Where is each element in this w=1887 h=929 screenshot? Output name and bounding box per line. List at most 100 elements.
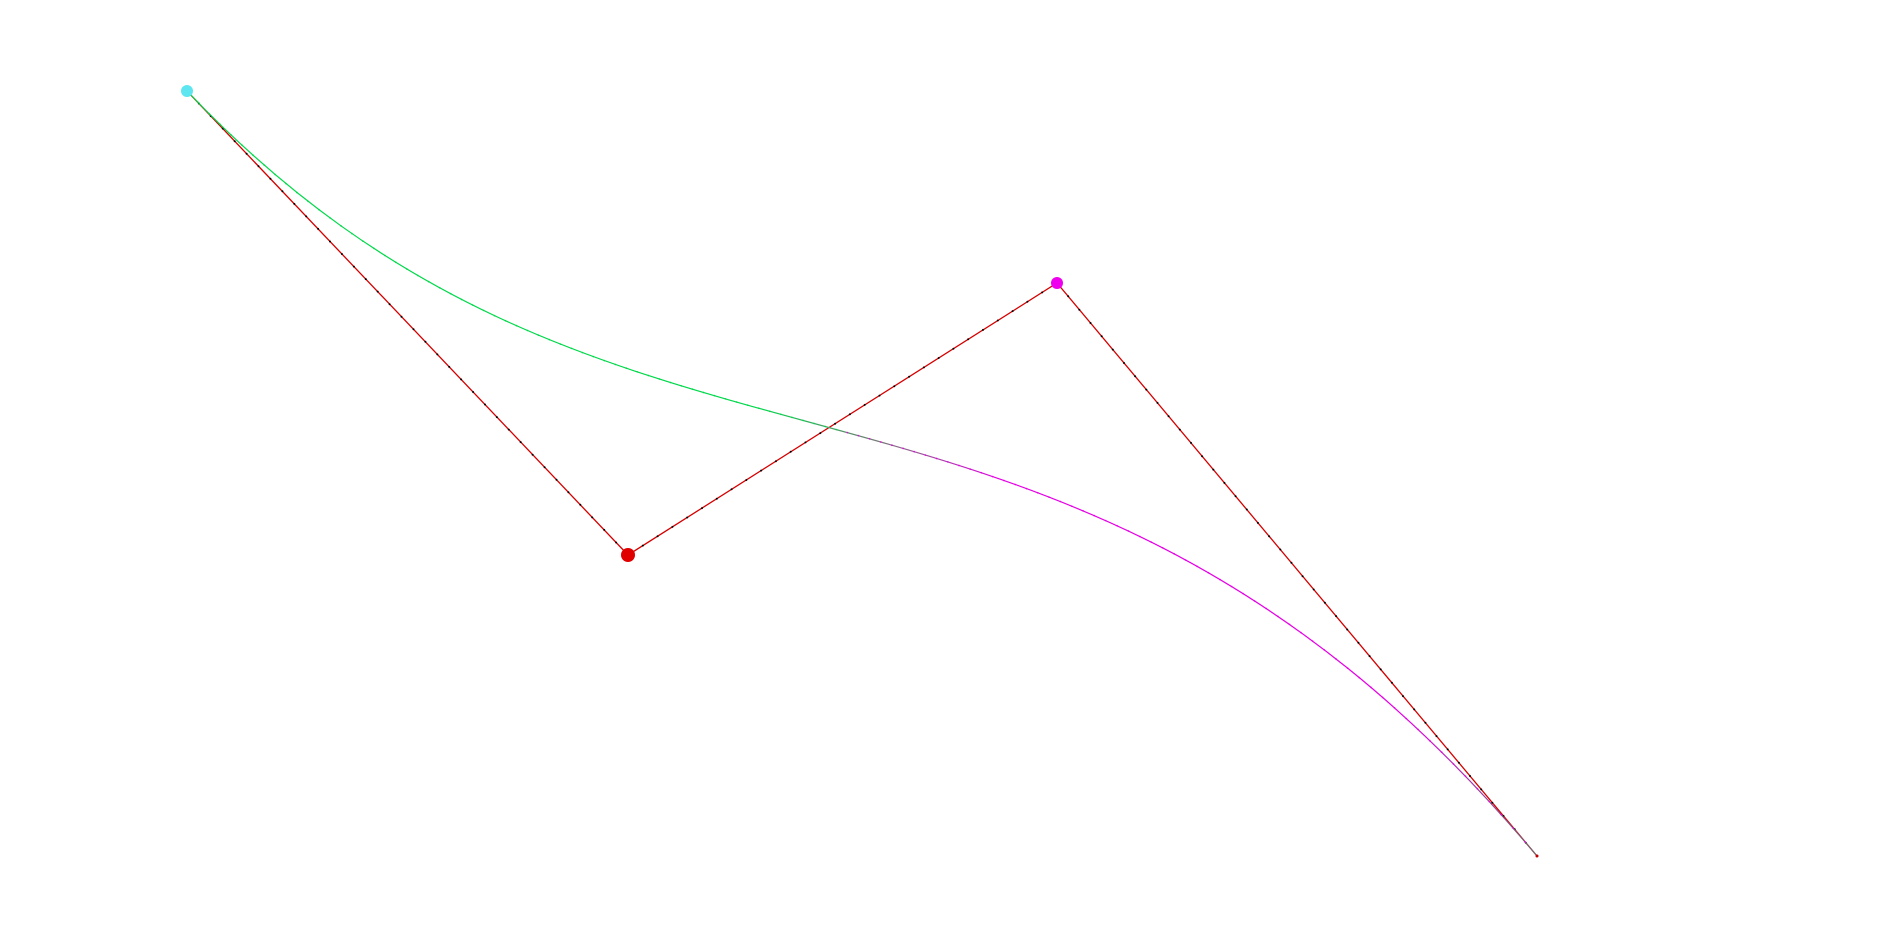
curve-dot — [285, 182, 287, 185]
curve-dot — [362, 240, 364, 243]
curve-dot — [1405, 717, 1408, 720]
curve-dot — [1025, 487, 1028, 490]
curve-dot — [746, 404, 749, 406]
polygon-dot — [1424, 721, 1427, 724]
curve-dot — [980, 471, 983, 474]
curve-dot — [1346, 667, 1349, 669]
polygon-dot — [436, 353, 439, 356]
curve-dot — [1300, 631, 1302, 634]
polygon-dot — [1402, 695, 1404, 698]
polygon-dot — [1312, 588, 1315, 591]
curve-dot — [669, 381, 672, 384]
polygon-dot — [1041, 291, 1044, 294]
polygon-dot — [376, 290, 379, 293]
curve-dot — [846, 431, 849, 434]
polygon-dot — [1190, 441, 1192, 444]
polygon-dot — [1223, 481, 1226, 484]
polygon-dot — [1234, 495, 1237, 498]
curve-dot — [548, 338, 551, 341]
polygon-dot — [641, 544, 644, 547]
curve-dot — [1488, 800, 1491, 803]
curve-dot — [1116, 524, 1118, 527]
curve-dot — [702, 391, 705, 394]
curve-dot — [384, 254, 386, 257]
polygon-dot — [952, 347, 955, 350]
curve-dot — [1230, 585, 1233, 588]
polygon-dot — [1457, 761, 1460, 764]
curve-dot — [504, 319, 507, 322]
curve-dot — [373, 247, 375, 250]
curve-dot — [913, 450, 916, 453]
curve-dot — [1370, 686, 1372, 689]
curve-dot — [713, 394, 716, 397]
curve-dot — [1335, 658, 1337, 660]
polygon-dot — [893, 385, 896, 388]
polygon-dot — [531, 453, 534, 456]
polygon-dot — [745, 479, 748, 481]
polygon-dot — [412, 328, 415, 331]
curve-dot — [208, 112, 210, 115]
curve-dot — [493, 314, 496, 317]
curve-dot — [241, 144, 244, 147]
polygon-dot — [834, 422, 837, 425]
curve-dot — [405, 268, 408, 270]
curve-dot — [1428, 739, 1431, 742]
curve-dot — [318, 208, 320, 211]
control-point-1-handle[interactable] — [621, 548, 635, 562]
curve-dot — [340, 225, 342, 227]
polygon-dot — [1469, 775, 1471, 777]
curve-dot — [274, 173, 276, 176]
curve-dot — [1452, 763, 1455, 765]
curve-dot — [394, 261, 397, 264]
polygon-dot — [1156, 401, 1159, 404]
curve-dot — [351, 232, 353, 235]
curve-dot — [307, 200, 309, 203]
curve-dot — [570, 347, 573, 350]
polygon-dot — [982, 328, 984, 331]
curve-dot — [1242, 592, 1244, 595]
curve-dot — [1070, 505, 1073, 507]
polygon-dot — [1100, 335, 1103, 338]
polygon-dot — [760, 469, 763, 472]
polygon-dot — [507, 428, 510, 431]
polygon-dot — [424, 340, 427, 343]
control-point-2-handle[interactable] — [1051, 277, 1063, 289]
curve-dot — [1253, 600, 1256, 602]
curve-dot — [857, 434, 860, 437]
curve-dot — [263, 164, 265, 166]
curve-dot — [824, 425, 827, 428]
curve-dot — [581, 351, 584, 354]
polygon-dot — [1335, 615, 1338, 618]
end-point-handle[interactable] — [1535, 854, 1539, 858]
polygon-dot — [400, 315, 403, 318]
polygon-dot — [1379, 668, 1382, 671]
curve-dot — [935, 457, 938, 460]
curve-dot — [647, 374, 650, 377]
polygon-dot — [591, 516, 594, 519]
curve-dot — [526, 329, 529, 332]
curve-dot — [1464, 775, 1467, 778]
curve-dot — [1059, 500, 1062, 503]
polygon-dot — [908, 375, 911, 378]
start-point-handle[interactable] — [181, 85, 193, 97]
polygon-dot — [686, 516, 689, 519]
curve-dot — [482, 309, 485, 312]
polygon-dot — [329, 240, 331, 243]
polygon-dot — [388, 303, 391, 306]
curve-dot — [1500, 813, 1502, 816]
curve-dot — [1311, 640, 1314, 642]
control-polygon-dots — [197, 102, 1527, 844]
polygon-dot — [1145, 388, 1148, 391]
polygon-dot — [1011, 310, 1014, 313]
curve-dot — [1288, 623, 1291, 626]
polygon-dot — [863, 403, 866, 406]
curve-dot — [924, 454, 927, 456]
control-polygon — [186, 90, 1538, 857]
curve-dot — [1265, 607, 1268, 610]
curve-dot — [1207, 571, 1210, 574]
polygon-dot — [1346, 628, 1349, 631]
curve-dot — [296, 191, 298, 194]
polygon-dot — [656, 535, 659, 538]
polygon-dot — [1134, 375, 1137, 378]
